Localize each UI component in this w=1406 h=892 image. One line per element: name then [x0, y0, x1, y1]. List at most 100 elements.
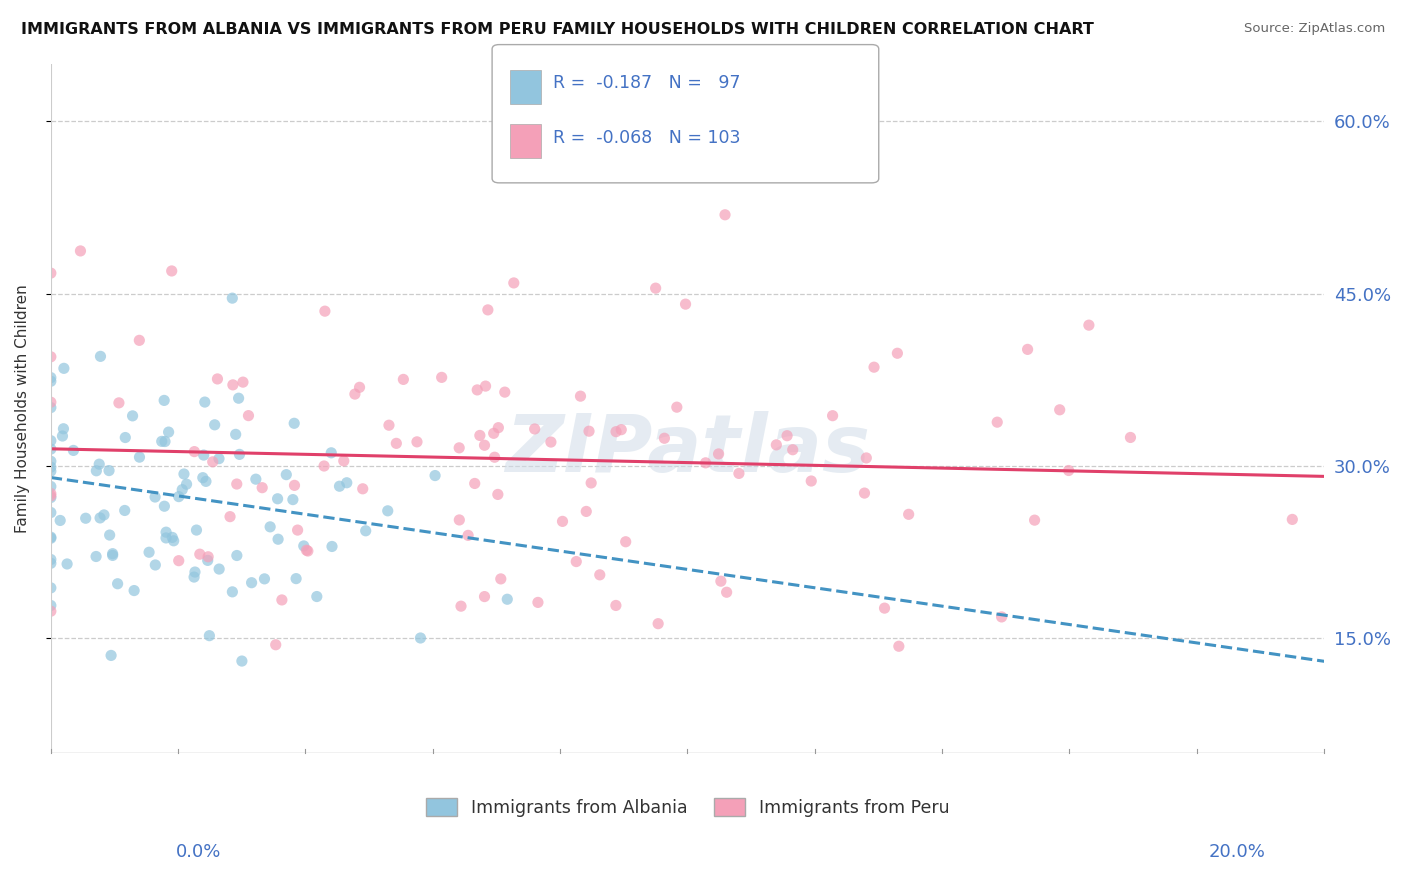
- Point: [450, 599, 472, 614]
- Point: [776, 428, 799, 442]
- Point: [385, 436, 408, 450]
- Point: [198, 629, 221, 643]
- Point: [675, 297, 697, 311]
- Point: [56, 557, 79, 571]
- Point: [990, 610, 1012, 624]
- Point: [465, 383, 488, 397]
- Point: [474, 438, 496, 452]
- Point: [1024, 513, 1046, 527]
- Point: [39, 552, 62, 566]
- Point: [39, 489, 62, 503]
- Point: [222, 377, 245, 392]
- Point: [201, 455, 224, 469]
- Point: [39, 599, 62, 613]
- Text: 0.0%: 0.0%: [176, 843, 221, 861]
- Point: [39, 454, 62, 468]
- Point: [430, 370, 453, 384]
- Point: [314, 304, 336, 318]
- Point: [423, 468, 446, 483]
- Point: [167, 490, 190, 504]
- Point: [208, 451, 231, 466]
- Point: [183, 570, 205, 584]
- Point: [51, 429, 73, 443]
- Point: [183, 444, 205, 458]
- Point: [138, 545, 160, 559]
- Point: [853, 486, 876, 500]
- Point: [143, 558, 166, 572]
- Point: [482, 426, 505, 441]
- Point: [204, 417, 226, 432]
- Point: [39, 266, 62, 280]
- Point: [321, 540, 343, 554]
- Point: [297, 544, 319, 558]
- Point: [39, 395, 62, 409]
- Point: [716, 585, 738, 599]
- Point: [474, 379, 496, 393]
- Point: [207, 372, 229, 386]
- Point: [782, 442, 804, 457]
- Point: [186, 523, 208, 537]
- Point: [1017, 343, 1039, 357]
- Point: [614, 534, 637, 549]
- Point: [1057, 463, 1080, 477]
- Point: [305, 590, 328, 604]
- Point: [49, 513, 72, 527]
- Point: [153, 500, 176, 514]
- Point: [39, 491, 62, 505]
- Point: [39, 479, 62, 493]
- Point: [710, 574, 733, 589]
- Point: [1049, 402, 1071, 417]
- Point: [886, 346, 908, 360]
- Point: [98, 528, 121, 542]
- Point: [1077, 318, 1099, 333]
- Point: [765, 438, 787, 452]
- Point: [39, 374, 62, 388]
- Point: [52, 361, 75, 376]
- Point: [39, 350, 62, 364]
- Point: [108, 396, 131, 410]
- Point: [605, 599, 627, 613]
- Point: [238, 409, 260, 423]
- Point: [292, 539, 315, 553]
- Point: [267, 533, 290, 547]
- Point: [1119, 430, 1142, 444]
- Point: [176, 477, 198, 491]
- Point: [270, 593, 292, 607]
- Point: [352, 482, 374, 496]
- Point: [855, 450, 877, 465]
- Point: [153, 393, 176, 408]
- Point: [527, 595, 550, 609]
- Point: [143, 490, 166, 504]
- Point: [464, 476, 486, 491]
- Point: [184, 565, 207, 579]
- Point: [474, 590, 496, 604]
- Point: [489, 572, 512, 586]
- Point: [276, 467, 298, 482]
- Point: [349, 380, 371, 394]
- Point: [897, 508, 920, 522]
- Point: [409, 631, 432, 645]
- Point: [39, 434, 62, 448]
- Point: [1281, 512, 1303, 526]
- Point: [232, 375, 254, 389]
- Point: [579, 475, 602, 490]
- Point: [610, 423, 633, 437]
- Point: [714, 208, 737, 222]
- Point: [194, 395, 217, 409]
- Point: [39, 531, 62, 545]
- Point: [986, 415, 1008, 429]
- Text: R =  -0.068   N = 103: R = -0.068 N = 103: [553, 128, 740, 146]
- Point: [69, 244, 91, 258]
- Point: [647, 616, 669, 631]
- Point: [100, 648, 122, 663]
- Point: [89, 511, 111, 525]
- Point: [39, 442, 62, 456]
- Point: [121, 409, 143, 423]
- Point: [228, 447, 250, 461]
- Point: [259, 520, 281, 534]
- Point: [449, 441, 471, 455]
- Point: [821, 409, 844, 423]
- Text: Source: ZipAtlas.com: Source: ZipAtlas.com: [1244, 22, 1385, 36]
- Point: [665, 400, 688, 414]
- Point: [150, 434, 173, 449]
